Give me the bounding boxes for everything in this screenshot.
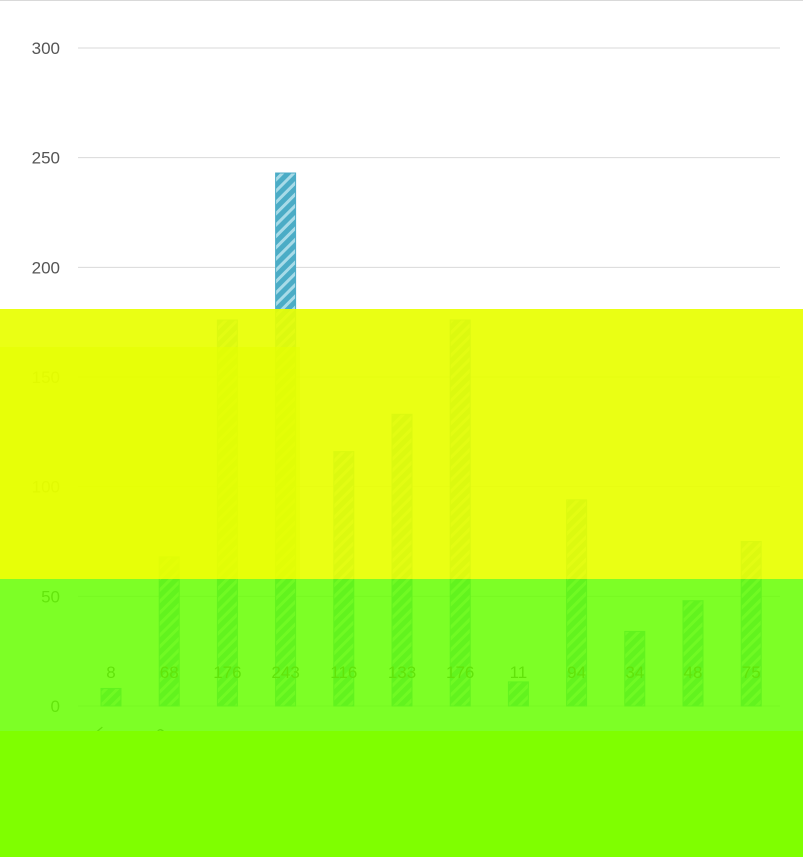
glitch-overlay-yellow-left <box>0 347 300 579</box>
y-tick-label: 250 <box>32 149 60 168</box>
y-tick-label: 300 <box>32 39 60 58</box>
glitch-overlay-green <box>0 579 803 731</box>
y-tick-label: 200 <box>32 258 60 277</box>
glitch-overlay-green-bottom <box>0 731 803 857</box>
